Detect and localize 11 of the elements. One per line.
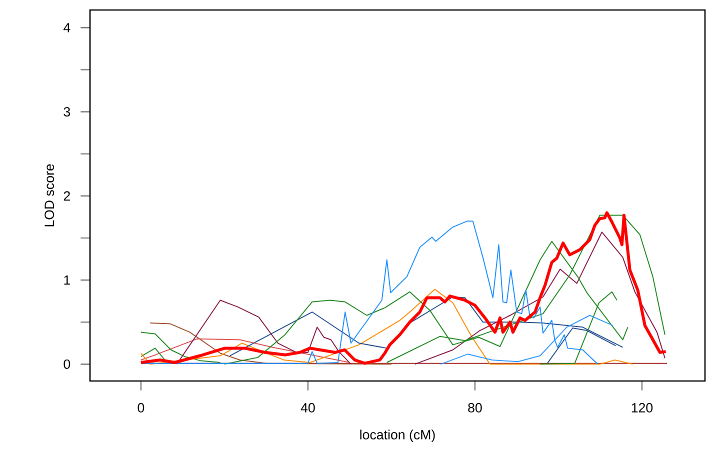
x-tick-label: 40 [300, 403, 315, 412]
x-tick-label: 120 [632, 403, 653, 412]
y-tick-label: 4 [64, 23, 70, 32]
x-axis-title: location (cM) [360, 430, 435, 442]
y-axis-title: LOD score [44, 164, 54, 226]
y-tick-label: 3 [64, 107, 70, 117]
y-tick-label: 0 [64, 359, 70, 369]
x-tick-label: 0 [138, 403, 144, 412]
x-tick-label: 80 [468, 403, 482, 412]
y-tick-label: 1 [64, 275, 70, 285]
y-tick-label: 2 [64, 191, 70, 201]
